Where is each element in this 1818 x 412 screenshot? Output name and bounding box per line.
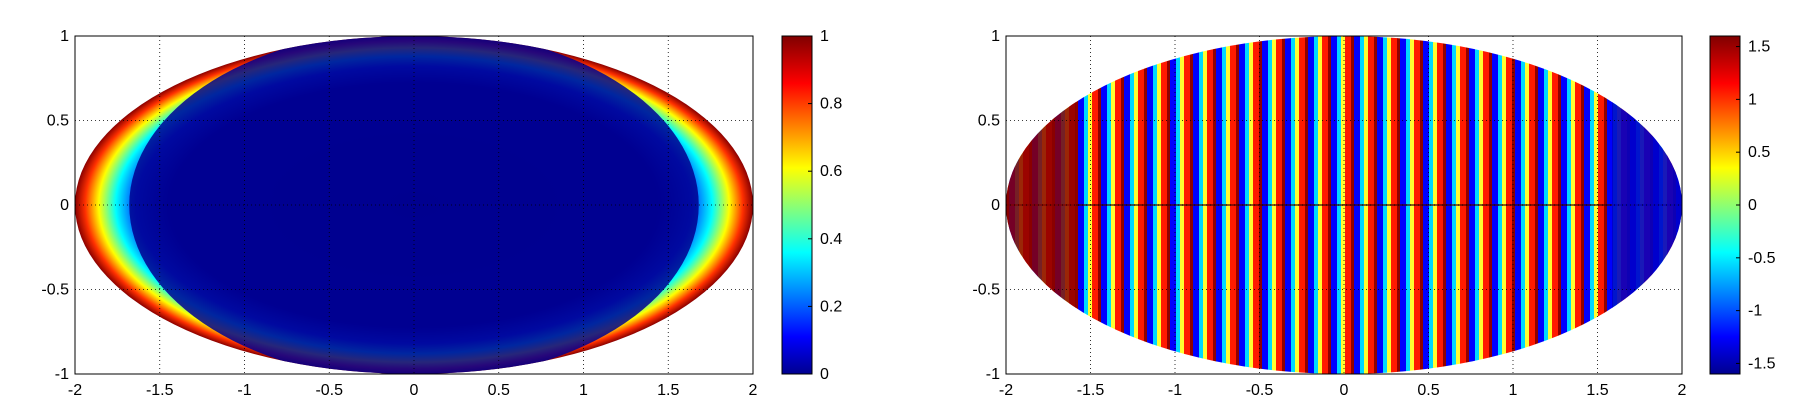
phase-left-edge (1006, 36, 1076, 374)
x-tick-label: -0.5 (315, 382, 343, 399)
y-tick-label: -0.5 (972, 282, 1000, 299)
y-tick-label: 0.5 (978, 113, 1000, 130)
x-tick-label: 0.5 (1417, 382, 1439, 399)
colorbar-tick-label: -1.5 (1748, 355, 1776, 372)
x-tick-label: 2 (749, 382, 758, 399)
x-tick-label: -1 (237, 382, 251, 399)
y-tick-label: 0 (991, 197, 1000, 214)
colorbar-tick-label: 1.5 (1748, 39, 1770, 56)
y-tick-label: -1 (986, 366, 1000, 383)
x-tick-label: -1.5 (146, 382, 174, 399)
colorbar-gradient (1709, 35, 1741, 375)
phase-panel: -2 -1.5 -1 -0.5 0 0.5 1 1.5 2 -1-0.500.51 -1.5-1… (972, 28, 1775, 399)
y-tick-label: -0.5 (41, 282, 69, 299)
colorbar-tick-label: 0.5 (1748, 144, 1770, 161)
y-tick-label: 1 (60, 28, 69, 45)
x-tick-label: -2 (999, 382, 1013, 399)
colorbar-tick-label: 1 (1748, 91, 1757, 108)
x-tick-label: -1.5 (1077, 382, 1105, 399)
x-tick-label: 0 (1340, 382, 1349, 399)
panel2-colorbar: -1.5 -1 -0.5 0 0.5 1 1.5 (1709, 35, 1776, 375)
x-tick-label: 0 (410, 382, 419, 399)
colorbar-tick-label: 0 (820, 366, 829, 383)
panel1-x-ticks: -2 -1.5 -1 -0.5 0 0.5 1 1.5 2 (68, 382, 758, 399)
x-tick-label: 1.5 (1586, 382, 1608, 399)
panel1-grid (75, 36, 753, 374)
panel2-y-ticks: -1 -0.5 0 0.5 1 (972, 28, 1000, 383)
panel1-y-ticks: -1 -0.5 0 0.5 1 (41, 28, 69, 383)
panel1-colorbar: 0 0.2 0.4 0.6 0.8 1 (781, 28, 842, 383)
colorbar-tick-label: 1 (820, 28, 829, 45)
y-tick-label: -1 (55, 366, 69, 383)
y-tick-label: 1 (991, 28, 1000, 45)
x-tick-label: 1.5 (657, 382, 679, 399)
colorbar-tick-label: 0.6 (820, 163, 842, 180)
panel1-axes-frame (74, 35, 754, 375)
amplitude-panel: -2 -1.5 -1 -0.5 0 0.5 1 1.5 2 -1 -0.5 0 0.5 1 0 0.2 0.… (41, 28, 842, 399)
x-tick-label: 2 (1678, 382, 1687, 399)
colorbar-tick-label: -0.5 (1748, 250, 1776, 267)
panel2-axes-frame (1005, 35, 1683, 375)
x-tick-label: -0.5 (1246, 382, 1274, 399)
x-tick-label: 1 (1509, 382, 1518, 399)
colorbar-tick-label: 0.4 (820, 231, 842, 248)
colorbar-gradient (781, 35, 813, 375)
panel2-x-ticks: -2 -1.5 -1 -0.5 0 0.5 1 1.5 2 (999, 382, 1687, 399)
colorbar-tick-label: 0.8 (820, 96, 842, 113)
x-tick-label: -1 (1168, 382, 1182, 399)
panel2-grid (1006, 36, 1682, 374)
x-tick-label: 1 (579, 382, 588, 399)
colorbar-tick-label: -1 (1748, 303, 1762, 320)
y-tick-label: 0 (60, 197, 69, 214)
y-tick-label: 0.5 (47, 113, 69, 130)
colorbar-tick-label: 0.2 (820, 298, 842, 315)
colorbar-tick-label: 0 (1748, 197, 1757, 214)
x-tick-label: -2 (68, 382, 82, 399)
x-tick-label: 0.5 (488, 382, 510, 399)
